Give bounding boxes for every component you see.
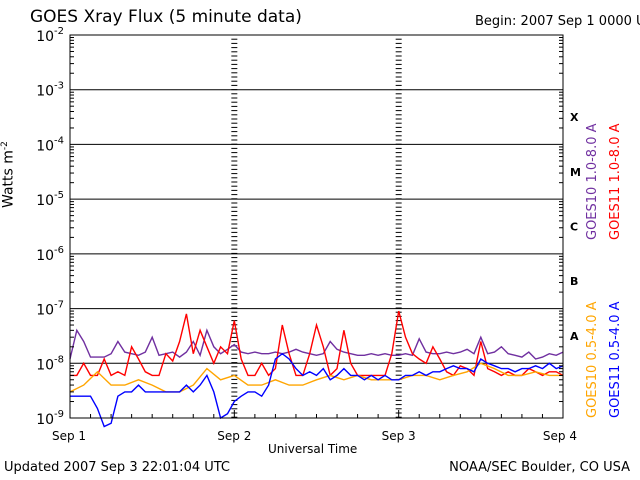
flare-class-label: A [570, 330, 579, 343]
legend-entry: GOES10 1.0-8.0 A [585, 123, 600, 240]
series-line [69, 362, 563, 393]
plot-frame [69, 34, 564, 419]
flare-class-label: C [570, 221, 578, 234]
y-tick-label: 10-3 [36, 81, 64, 100]
x-axis-title: Universal Time [268, 442, 358, 456]
series-line [70, 352, 564, 428]
series-line [69, 328, 564, 360]
y-tick-label: 10-9 [36, 409, 64, 428]
updated-timestamp: Updated 2007 Sep 3 22:01:04 UTC [4, 460, 231, 475]
y-tick-label: 10-2 [36, 26, 64, 45]
flare-class-label: M [570, 166, 581, 179]
y-tick-label: 10-7 [36, 300, 64, 319]
flare-class-label: B [570, 275, 578, 288]
x-tick-label: Sep 4 [543, 429, 577, 443]
y-tick-label: 10-4 [36, 135, 64, 154]
legend-entry: GOES11 1.0-8.0 A [608, 123, 623, 240]
credit-label: NOAA/SEC Boulder, CO USA [449, 460, 630, 475]
series-line [70, 310, 564, 377]
x-tick-label: Sep 3 [382, 429, 416, 443]
legend-entry: GOES11 0.5-4.0 A [608, 301, 623, 418]
series-layer [69, 310, 564, 428]
x-tick-label: Sep 1 [52, 429, 86, 443]
chart-title: GOES Xray Flux (5 minute data) [30, 7, 302, 27]
begin-label: Begin: [475, 14, 517, 29]
begin-date: Begin: 2007 Sep 1 0000 UTC [475, 14, 640, 29]
flare-class-label: X [570, 111, 579, 124]
y-tick-label: 10-8 [36, 354, 64, 373]
x-tick-label: Sep 2 [217, 429, 251, 443]
begin-value: 2007 Sep 1 0000 UTC [520, 14, 640, 29]
y-tick-label: 10-6 [36, 245, 64, 264]
y-tick-label: 10-5 [36, 190, 64, 209]
legend-entry: GOES10 0.5-4.0 A [585, 301, 600, 418]
grid-layer [70, 34, 563, 418]
